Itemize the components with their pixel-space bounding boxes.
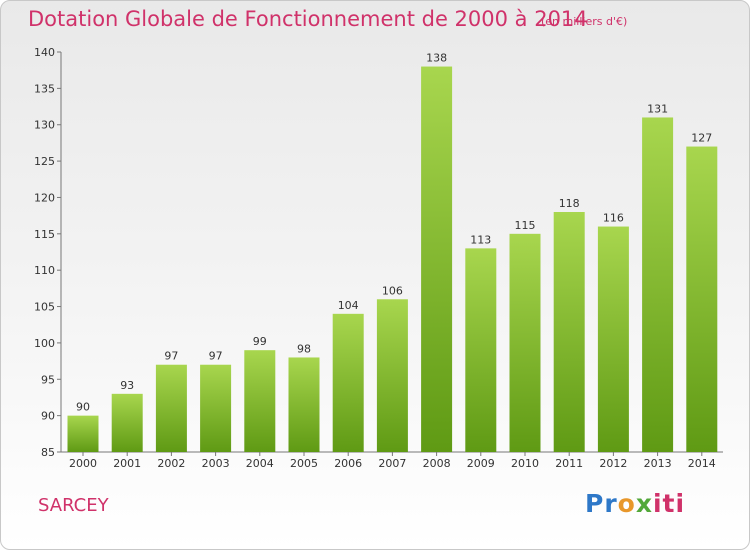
x-tick-label: 2006 bbox=[334, 457, 362, 470]
bar-value-label: 138 bbox=[426, 52, 447, 65]
bar bbox=[200, 364, 232, 452]
bar-value-label: 97 bbox=[164, 350, 178, 363]
proxiti-logo[interactable]: Proxiti bbox=[585, 489, 686, 518]
y-tick-label: 105 bbox=[34, 301, 55, 314]
bar bbox=[67, 415, 99, 452]
x-tick-label: 2014 bbox=[688, 457, 716, 470]
y-tick-label: 125 bbox=[34, 155, 55, 168]
bar-value-label: 104 bbox=[338, 299, 359, 312]
x-tick-label: 2010 bbox=[511, 457, 539, 470]
bar-value-label: 93 bbox=[120, 379, 134, 392]
bar-value-label: 90 bbox=[76, 401, 90, 414]
x-tick-label: 2004 bbox=[246, 457, 274, 470]
y-tick-label: 110 bbox=[34, 264, 55, 277]
x-tick-label: 2000 bbox=[69, 457, 97, 470]
commune-name: SARCEY bbox=[38, 495, 109, 516]
bar bbox=[111, 393, 143, 452]
y-tick-label: 130 bbox=[34, 119, 55, 132]
bar bbox=[376, 299, 408, 452]
chart-data-labels: 90 93 97 97 99 98 104 106 138 113 115 118 116 131 127 bbox=[76, 52, 712, 414]
x-tick-label: 2012 bbox=[599, 457, 627, 470]
bar-value-label: 99 bbox=[253, 335, 267, 348]
y-tick-label: 90 bbox=[41, 410, 55, 423]
bar bbox=[642, 117, 674, 453]
x-tick-label: 2011 bbox=[555, 457, 583, 470]
bar-value-label: 116 bbox=[603, 212, 624, 225]
y-tick-label: 140 bbox=[34, 46, 55, 59]
x-tick-label: 2005 bbox=[290, 457, 318, 470]
bar bbox=[465, 248, 497, 452]
bar-value-label: 118 bbox=[559, 197, 580, 210]
bar bbox=[686, 146, 718, 452]
chart-title: Dotation Globale de Fonctionnement de 20… bbox=[28, 7, 588, 31]
chart-subtitle: (en milliers d'€) bbox=[541, 15, 628, 28]
bar-value-label: 131 bbox=[647, 102, 668, 115]
bar bbox=[244, 350, 276, 452]
x-tick-label: 2002 bbox=[157, 457, 185, 470]
chart-bars bbox=[67, 66, 718, 453]
bar-value-label: 106 bbox=[382, 284, 403, 297]
y-tick-label: 115 bbox=[34, 228, 55, 241]
x-tick-label: 2008 bbox=[423, 457, 451, 470]
x-tick-label: 2007 bbox=[378, 457, 406, 470]
x-tick-label: 2001 bbox=[113, 457, 141, 470]
y-tick-label: 135 bbox=[34, 82, 55, 95]
bar-value-label: 98 bbox=[297, 342, 311, 355]
bar bbox=[332, 313, 364, 452]
bar bbox=[597, 226, 629, 452]
bar bbox=[155, 364, 187, 452]
bar bbox=[421, 66, 453, 452]
bar-value-label: 115 bbox=[515, 219, 536, 232]
chart-axes: 85 90 95 100 105 110 115 120 125 130 135 140 2000 200… bbox=[34, 46, 723, 470]
y-tick-label: 120 bbox=[34, 191, 55, 204]
y-tick-label: 85 bbox=[41, 446, 55, 459]
x-tick-label: 2003 bbox=[202, 457, 230, 470]
x-tick-label: 2009 bbox=[467, 457, 495, 470]
y-tick-label: 95 bbox=[41, 373, 55, 386]
y-tick-label: 100 bbox=[34, 337, 55, 350]
bar bbox=[553, 212, 585, 452]
bar-value-label: 113 bbox=[470, 233, 491, 246]
bar-value-label: 127 bbox=[691, 132, 712, 145]
bar bbox=[509, 233, 541, 452]
bar-value-label: 97 bbox=[209, 350, 223, 363]
bar bbox=[288, 357, 320, 452]
x-tick-label: 2013 bbox=[644, 457, 672, 470]
